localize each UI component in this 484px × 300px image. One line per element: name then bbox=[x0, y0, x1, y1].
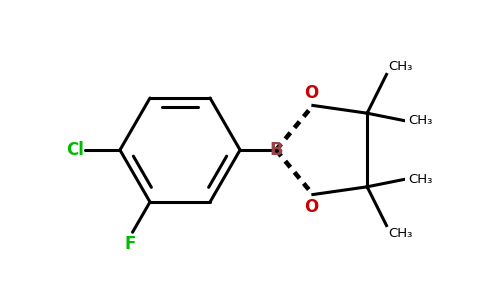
Text: O: O bbox=[304, 198, 318, 216]
Text: CH₃: CH₃ bbox=[389, 227, 413, 241]
Text: CH₃: CH₃ bbox=[389, 59, 413, 73]
Text: CH₃: CH₃ bbox=[408, 172, 432, 186]
Text: O: O bbox=[304, 84, 318, 102]
Text: B: B bbox=[269, 141, 283, 159]
Text: F: F bbox=[125, 235, 136, 253]
Text: Cl: Cl bbox=[66, 141, 84, 159]
Text: CH₃: CH₃ bbox=[408, 114, 432, 128]
